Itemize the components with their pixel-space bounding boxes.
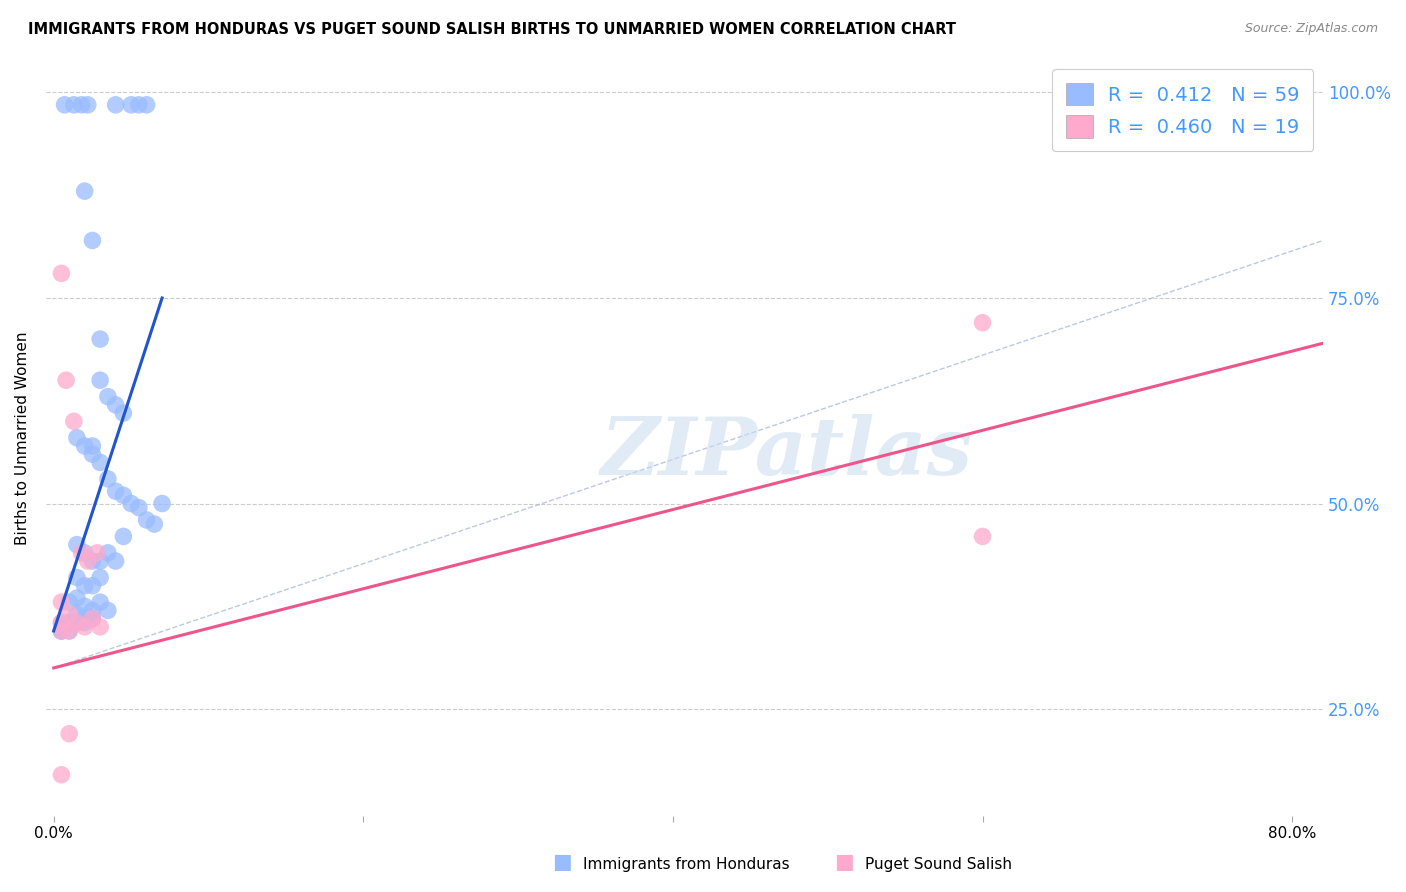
- Point: [82, 554, 104, 568]
- Point: [76, 554, 98, 568]
- Point: [51, 615, 73, 630]
- Point: [89, 554, 111, 568]
- Point: [97, 603, 120, 617]
- Point: [51, 615, 73, 630]
- Point: [97, 546, 120, 560]
- Point: [86, 546, 108, 560]
- Point: [143, 517, 166, 532]
- Point: [104, 484, 127, 499]
- Point: [89, 620, 111, 634]
- Point: [82, 579, 104, 593]
- Point: [82, 234, 104, 248]
- Point: [73, 620, 96, 634]
- Point: [58, 624, 80, 638]
- Point: [73, 546, 96, 560]
- Point: [82, 603, 104, 617]
- Point: [73, 599, 96, 614]
- Point: [97, 390, 120, 404]
- Point: [66, 615, 89, 630]
- Point: [58, 595, 80, 609]
- Point: [120, 496, 142, 510]
- Point: [82, 612, 104, 626]
- Point: [128, 500, 150, 515]
- Point: [972, 529, 994, 543]
- Point: [82, 439, 104, 453]
- Point: [51, 266, 73, 280]
- Y-axis label: Births to Unmarried Women: Births to Unmarried Women: [15, 331, 30, 544]
- Point: [70, 546, 93, 560]
- Point: [51, 768, 73, 782]
- Point: [73, 184, 96, 198]
- Point: [58, 615, 80, 630]
- Point: [66, 431, 89, 445]
- Point: [53, 98, 76, 112]
- Point: [82, 447, 104, 461]
- Point: [51, 595, 73, 609]
- Point: [73, 612, 96, 626]
- Point: [972, 316, 994, 330]
- Point: [89, 332, 111, 346]
- Point: [112, 406, 135, 420]
- Point: [51, 624, 73, 638]
- Text: ■: ■: [553, 853, 572, 872]
- Point: [63, 98, 86, 112]
- Point: [66, 615, 89, 630]
- Text: Source: ZipAtlas.com: Source: ZipAtlas.com: [1244, 22, 1378, 36]
- Point: [70, 98, 93, 112]
- Point: [58, 615, 80, 630]
- Point: [104, 398, 127, 412]
- Text: ZIPatlas: ZIPatlas: [600, 414, 973, 491]
- Point: [112, 529, 135, 543]
- Text: IMMIGRANTS FROM HONDURAS VS PUGET SOUND SALISH BIRTHS TO UNMARRIED WOMEN CORRELA: IMMIGRANTS FROM HONDURAS VS PUGET SOUND …: [28, 22, 956, 37]
- Point: [51, 624, 73, 638]
- Point: [89, 570, 111, 584]
- Point: [104, 554, 127, 568]
- Point: [58, 615, 80, 630]
- Point: [51, 624, 73, 638]
- Point: [73, 615, 96, 630]
- Point: [66, 607, 89, 622]
- Point: [89, 373, 111, 387]
- Point: [89, 455, 111, 469]
- Text: Puget Sound Salish: Puget Sound Salish: [865, 857, 1012, 872]
- Point: [135, 513, 157, 527]
- Text: ■: ■: [834, 853, 853, 872]
- Point: [66, 538, 89, 552]
- Point: [150, 496, 173, 510]
- Point: [89, 595, 111, 609]
- Point: [135, 98, 157, 112]
- Point: [63, 414, 86, 428]
- Point: [58, 727, 80, 741]
- Point: [58, 624, 80, 638]
- Point: [120, 98, 142, 112]
- Point: [76, 98, 98, 112]
- Legend: R =  0.412   N = 59, R =  0.460   N = 19: R = 0.412 N = 59, R = 0.460 N = 19: [1052, 70, 1313, 151]
- Point: [73, 579, 96, 593]
- Point: [104, 98, 127, 112]
- Point: [82, 612, 104, 626]
- Point: [97, 472, 120, 486]
- Point: [55, 373, 77, 387]
- Point: [82, 612, 104, 626]
- Point: [58, 607, 80, 622]
- Point: [112, 488, 135, 502]
- Point: [66, 615, 89, 630]
- Point: [66, 591, 89, 605]
- Point: [66, 570, 89, 584]
- Text: Immigrants from Honduras: Immigrants from Honduras: [583, 857, 790, 872]
- Point: [128, 98, 150, 112]
- Point: [73, 439, 96, 453]
